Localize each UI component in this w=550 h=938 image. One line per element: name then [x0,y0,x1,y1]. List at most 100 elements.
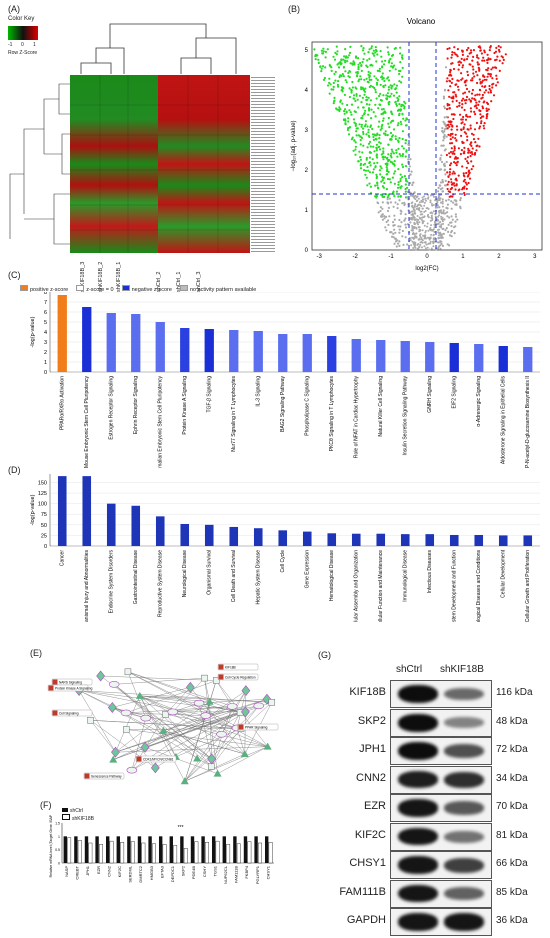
volcano-point [349,111,352,114]
volcano-point [474,94,477,97]
volcano-point [475,121,478,125]
volcano-point [360,64,363,67]
network-pathway-label: Senescence Pathway [91,775,122,779]
volcano-point [481,79,484,82]
volcano-point [404,213,407,216]
volcano-point [368,171,372,174]
x-tick-label: Protein Kinase A Signaling [182,376,188,435]
volcano-point [388,197,391,200]
volcano-point [343,110,346,113]
volcano-point [499,46,502,49]
volcano-point [388,178,391,181]
volcano-point [467,162,470,165]
bar [180,328,190,372]
y-tick-label: 3 [44,340,47,346]
legend-item: negative z-score [121,285,172,293]
volcano-point [398,103,401,106]
volcano-point [439,181,443,184]
volcano-point [423,224,426,227]
volcano-point [477,45,480,49]
volcano-point [418,207,421,210]
x-tick-label: PGLYRP1 [255,865,260,884]
volcano-point [477,66,480,69]
volcano-point [418,228,421,231]
volcano-point [345,110,348,113]
volcano-point [346,60,349,63]
volcano-point [350,89,353,92]
bar [180,523,190,546]
volcano-point [463,131,466,134]
heatmap-grid [70,75,250,253]
y-tick-label: 0 [44,370,47,376]
volcano-point [341,102,344,105]
bar-ctrl [158,836,163,863]
volcano-point [358,123,361,126]
volcano-point [454,213,457,216]
volcano-point [380,99,383,102]
volcano-point [399,46,402,49]
volcano-point [372,138,375,141]
volcano-point [353,97,356,100]
volcano-point [430,203,433,205]
volcano-point [488,49,491,52]
volcano-point [441,190,444,193]
bar [376,533,386,546]
volcano-point [440,212,443,215]
volcano-point [464,84,467,87]
volcano-point [447,175,450,178]
volcano-point [404,217,407,220]
volcano-point [450,142,454,145]
volcano-point [444,184,447,187]
volcano-point [401,145,404,148]
volcano-point [454,188,457,191]
volcano-point [454,137,457,140]
volcano-point [334,70,337,73]
volcano-point [357,134,360,137]
volcano-point [470,160,473,163]
volcano-point [401,154,404,158]
volcano-point [440,154,443,157]
volcano-point [409,158,412,161]
volcano-point [339,108,342,111]
volcano-point [389,84,392,87]
volcano-point [432,233,435,236]
bar [253,528,263,546]
band-kd [444,771,484,788]
volcano-point [394,237,397,240]
volcano-point [401,163,404,166]
volcano-point [374,184,377,187]
volcano-point [404,190,407,193]
volcano-point [437,197,440,200]
volcano-point [471,153,474,156]
volcano-point [355,130,358,133]
volcano-point [362,88,365,91]
volcano-point [378,169,381,172]
volcano-point [489,73,492,76]
volcano-point [411,206,414,209]
volcano-point [463,91,467,94]
protein-name: KIF18B [349,686,386,698]
volcano-point [394,135,397,138]
volcano-point [426,246,429,249]
volcano-point [465,183,468,186]
x-tick-label: PPARα/RXRα Activation [59,376,65,430]
volcano-point [424,230,427,232]
volcano-point [437,195,440,198]
volcano-point [423,237,426,240]
volcano-point [496,55,499,58]
volcano-point [375,143,378,146]
protein-name: SKP2 [357,714,386,727]
network-edge [184,746,268,782]
volcano-point [446,203,449,206]
volcano-point [466,74,470,77]
volcano-point [369,140,372,143]
volcano-point [359,158,362,161]
volcano-point [377,211,380,214]
volcano-point [401,176,404,179]
volcano-point [423,211,426,213]
volcano-point [399,61,402,64]
volcano-point [363,113,366,116]
volcano-point [450,120,453,123]
network-node-ellipse [193,699,205,707]
volcano-point [446,207,449,210]
